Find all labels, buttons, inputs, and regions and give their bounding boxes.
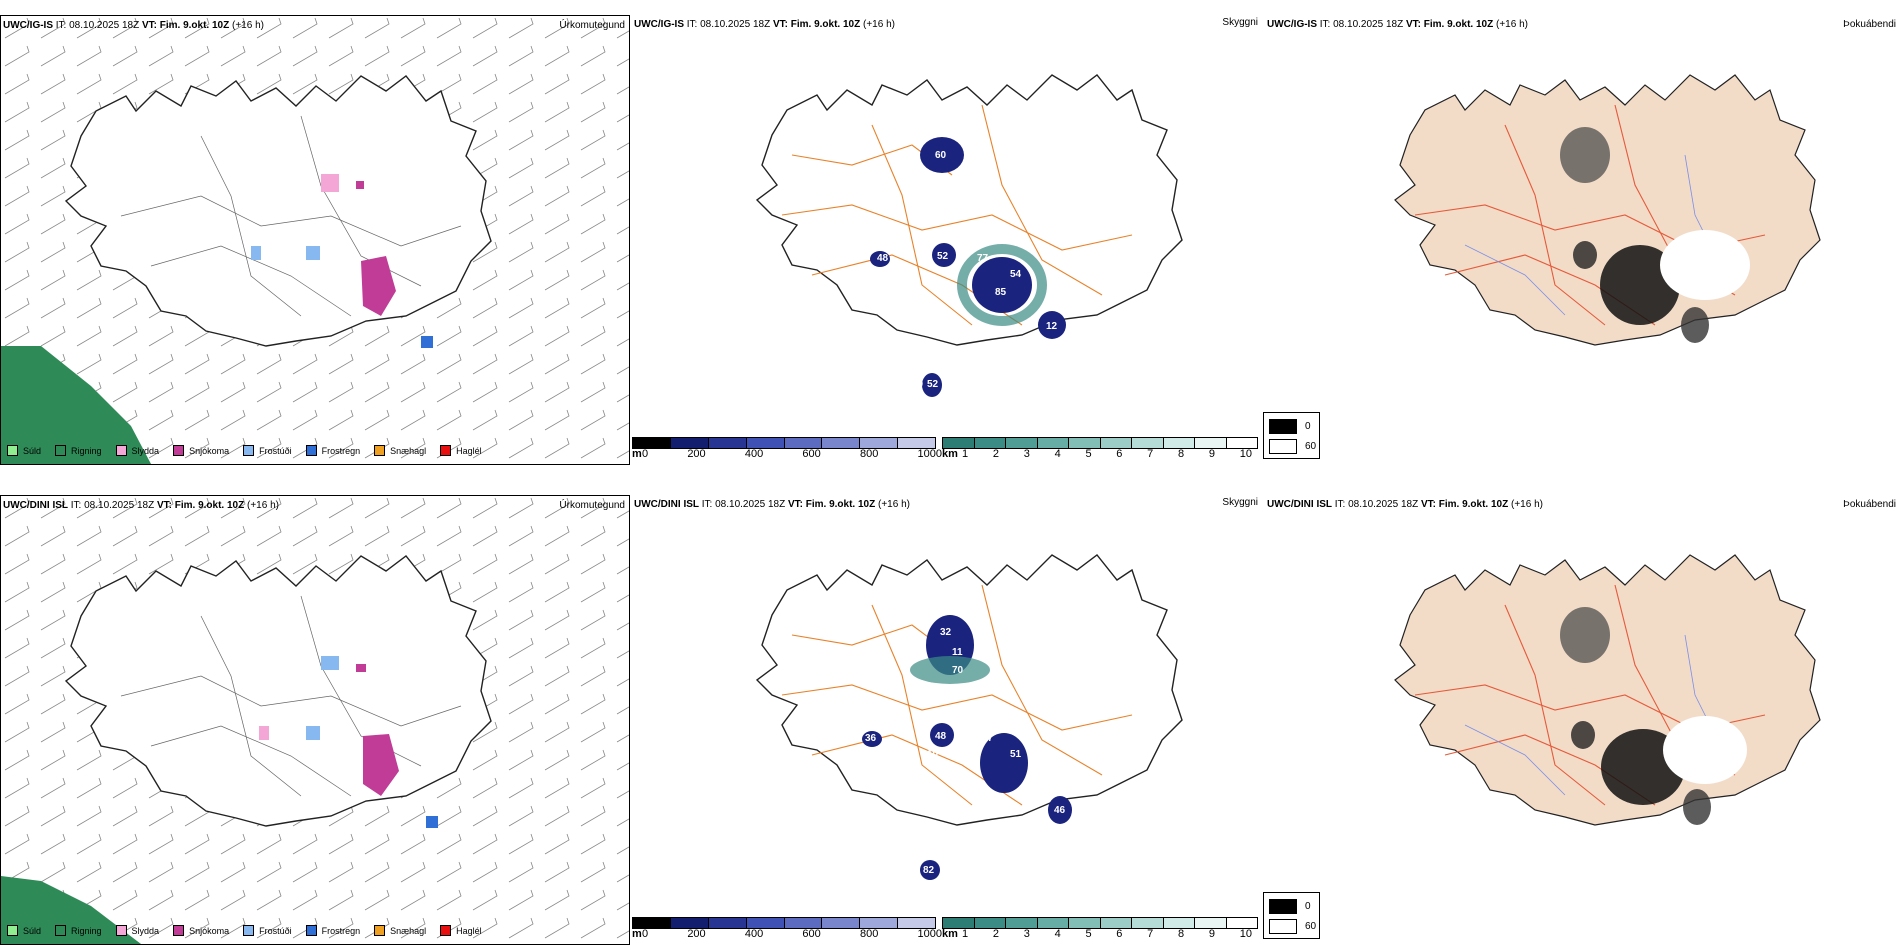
- legend-item: Rigning: [55, 925, 102, 936]
- panel-parameter-label: Skyggni: [1222, 17, 1258, 28]
- legend-item: Rigning: [55, 445, 102, 456]
- svg-text:32: 32: [940, 627, 952, 638]
- legend-item: Snæhagl: [374, 445, 426, 456]
- svg-text:46: 46: [1054, 805, 1066, 816]
- svg-text:12: 12: [1046, 321, 1058, 332]
- fog-map-bottom: [1394, 554, 1821, 826]
- m-ticks: 0 200 400 600 800 1000: [642, 928, 942, 940]
- svg-text:77: 77: [982, 733, 994, 744]
- svg-text:51: 51: [1010, 749, 1022, 760]
- svg-text:48: 48: [877, 253, 889, 264]
- svg-text:70: 70: [912, 379, 924, 390]
- legend-item: Súld: [7, 925, 41, 936]
- svg-text:11: 11: [952, 647, 963, 658]
- svg-text:48: 48: [935, 731, 947, 742]
- precip-type-map-bottom: [1, 496, 629, 944]
- legend-item: Slydda: [115, 445, 159, 456]
- svg-text:82: 82: [923, 865, 935, 876]
- legend-item: Haglél: [440, 445, 482, 456]
- precip-legend: Súld Rigning Slydda Snjókoma Frostúði Fr…: [7, 445, 496, 456]
- svg-text:60: 60: [935, 150, 947, 161]
- panel-parameter-label: Þokuábendi: [1843, 19, 1896, 30]
- legend-item: Snjókoma: [173, 445, 229, 456]
- svg-text:70: 70: [952, 665, 964, 676]
- svg-text:10: 10: [927, 749, 939, 760]
- panel-title: UWC/DINI ISL IT: 08.10.2025 18Z VT: Fim.…: [1267, 499, 1543, 510]
- m-unit: m: [632, 928, 642, 940]
- panel-parameter-label: Úrkomutegund: [559, 20, 625, 31]
- m-ticks: 0 200 400 600 800 1000: [642, 448, 942, 460]
- legend-item: Frostregn: [305, 925, 360, 936]
- panel-title: UWC/IG-IS IT: 08.10.2025 18Z VT: Fim. 9.…: [3, 20, 264, 31]
- precip-type-panel-top: UWC/IG-IS IT: 08.10.2025 18Z VT: Fim. 9.…: [0, 15, 630, 465]
- legend-item: Frostúði: [243, 925, 292, 936]
- fog-panel-bottom: UWC/DINI ISL IT: 08.10.2025 18Z VT: Fim.…: [1265, 495, 1900, 945]
- visibility-map-bottom: 32 70 48 51 46 36 82 11 10 77: [756, 554, 1183, 880]
- visibility-panel-top: 60 52 54 85 48 77 13 12 52 70 7 UWC/IG-I…: [632, 15, 1262, 465]
- visibility-km-colorbar: [942, 917, 1258, 929]
- cloud-legend-bottom: 0 60: [1263, 892, 1320, 939]
- precip-legend: Súld Rigning Slydda Snjókoma Frostúði Fr…: [7, 925, 496, 936]
- legend-item: Haglél: [440, 925, 482, 936]
- fog-panel-top: UWC/IG-IS IT: 08.10.2025 18Z VT: Fim. 9.…: [1265, 15, 1900, 465]
- svg-text:36: 36: [865, 733, 877, 744]
- km-unit: km: [942, 928, 958, 940]
- visibility-m-colorbar: [632, 917, 936, 929]
- fog-map-top: [1394, 74, 1821, 346]
- km-ticks: 1 2 3 4 5 6 7 8 9 10: [962, 928, 1252, 940]
- legend-item: Frostúði: [243, 445, 292, 456]
- panel-title: UWC/IG-IS IT: 08.10.2025 18Z VT: Fim. 9.…: [634, 19, 895, 30]
- svg-text:7: 7: [912, 359, 918, 370]
- svg-text:13: 13: [940, 182, 952, 193]
- svg-text:77: 77: [977, 253, 989, 264]
- panel-parameter-label: Þokuábendi: [1843, 499, 1896, 510]
- svg-text:52: 52: [927, 379, 939, 390]
- visibility-km-colorbar: [942, 437, 1258, 449]
- m-unit: m: [632, 448, 642, 460]
- panel-title: UWC/DINI ISL IT: 08.10.2025 18Z VT: Fim.…: [3, 500, 279, 511]
- legend-item: Frostregn: [305, 445, 360, 456]
- panel-title: UWC/IG-IS IT: 08.10.2025 18Z VT: Fim. 9.…: [1267, 19, 1528, 30]
- visibility-m-colorbar: [632, 437, 936, 449]
- visibility-panel-bottom: 32 70 48 51 46 36 82 11 10 77 UWC/DINI I…: [632, 495, 1262, 945]
- visibility-map-top: 60 52 54 85 48 77 13 12 52 70 7: [756, 74, 1183, 397]
- km-ticks: 1 2 3 4 5 6 7 8 9 10: [962, 448, 1252, 460]
- legend-item: Snjókoma: [173, 925, 229, 936]
- precip-type-map-top: [1, 16, 629, 464]
- svg-text:85: 85: [995, 287, 1007, 298]
- cloud-legend-top: 0 60: [1263, 412, 1320, 459]
- km-unit: km: [942, 448, 958, 460]
- panel-title: UWC/DINI ISL IT: 08.10.2025 18Z VT: Fim.…: [634, 499, 910, 510]
- legend-item: Snæhagl: [374, 925, 426, 936]
- legend-item: Súld: [7, 445, 41, 456]
- precip-type-panel-bottom: UWC/DINI ISL IT: 08.10.2025 18Z VT: Fim.…: [0, 495, 630, 945]
- svg-text:52: 52: [937, 251, 949, 262]
- panel-parameter-label: Skyggni: [1222, 497, 1258, 508]
- legend-item: Slydda: [115, 925, 159, 936]
- panel-parameter-label: Úrkomutegund: [559, 500, 625, 511]
- svg-text:54: 54: [1010, 269, 1022, 280]
